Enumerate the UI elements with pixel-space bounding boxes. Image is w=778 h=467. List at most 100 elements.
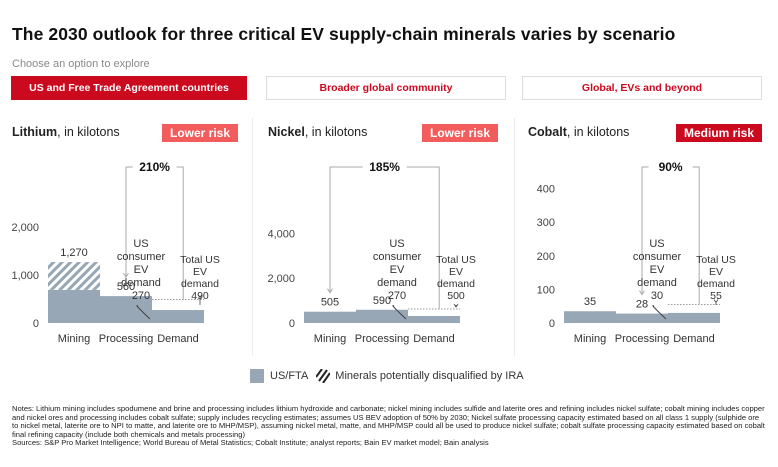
consumer-demand-label: EV	[650, 264, 665, 276]
x-tick-label: Processing	[355, 333, 409, 345]
bar-processing-usfta	[100, 296, 152, 323]
legend-swatch-hatch-icon	[316, 369, 331, 383]
x-tick-label: Mining	[314, 333, 346, 345]
risk-badge: Lower risk	[422, 124, 499, 142]
mineral-name: Nickel	[268, 125, 305, 139]
gap-bracket-right	[406, 166, 440, 309]
total-demand-label: demand	[181, 278, 219, 290]
consumer-demand-label: 30	[651, 290, 663, 302]
x-tick-label: Processing	[99, 333, 153, 345]
total-demand-label: Total US	[696, 254, 736, 266]
bar-mining-usfta	[304, 311, 356, 323]
gap-bracket-left	[125, 166, 133, 277]
gap-percentage-label: 210%	[139, 160, 170, 174]
total-demand-arrow-icon	[453, 303, 459, 308]
data-label: 1,270	[60, 247, 88, 259]
risk-badge: Medium risk	[676, 124, 763, 142]
total-demand-label: 490	[191, 290, 209, 302]
risk-badge: Lower risk	[162, 124, 239, 142]
nickel-panel: Nickel, in kilotons Lower risk 0 2,000 4,0…	[268, 115, 508, 360]
consumer-demand-label: demand	[377, 277, 417, 289]
unit-label: , in kilotons	[304, 125, 368, 139]
legend-label-disqualified: Minerals potentially disqualified by IRA	[335, 370, 524, 382]
y-tick-label: 0	[33, 318, 39, 330]
tab-global-evs-beyond[interactable]: Global, EVs and beyond	[522, 76, 762, 100]
total-demand-label: EV	[449, 266, 463, 278]
gap-arrow-icon	[123, 272, 129, 279]
consumer-demand-label: US	[649, 238, 664, 250]
data-label: 560	[117, 281, 135, 293]
y-tick-label: 100	[537, 284, 555, 296]
unit-label: , in kilotons	[566, 125, 630, 139]
y-tick-label: 2,000	[268, 273, 295, 285]
gap-bracket-right	[176, 166, 184, 300]
mineral-name: Cobalt	[528, 125, 567, 139]
gap-percentage-label: 90%	[659, 160, 683, 174]
legend-swatch-usfta	[250, 369, 264, 383]
lithium-chart: 0 1,000 2,000 1,270 Mining 560 Processing Deman…	[12, 160, 220, 345]
nickel-chart: 0 2,000 4,000 505 Mining 590 Processing Demand 1…	[268, 160, 476, 345]
total-demand-arrow-icon	[713, 299, 719, 305]
cobalt-title: Cobalt, in kilotons	[528, 125, 629, 139]
consumer-demand-label: US	[389, 238, 404, 250]
consumer-demand-label: EV	[390, 264, 405, 276]
consumer-demand-label: demand	[121, 277, 161, 289]
bar-processing-usfta	[356, 309, 408, 323]
y-tick-label: 300	[537, 217, 555, 229]
bar-mining-usfta	[48, 289, 100, 323]
tab-broader-global[interactable]: Broader global community	[266, 76, 506, 100]
unit-label: , in kilotons	[57, 125, 120, 139]
gap-bracket-left	[641, 166, 649, 294]
x-tick-label: Demand	[413, 333, 455, 345]
footnotes: Notes: Lithium mining includes spodumene…	[12, 404, 767, 448]
total-demand-label: demand	[437, 278, 475, 290]
notes-text: Notes: Lithium mining includes spodumene…	[12, 404, 765, 439]
bar-demand-usfta	[668, 312, 720, 323]
consumer-demand-label: 270	[388, 290, 406, 302]
x-tick-label: Mining	[574, 333, 606, 345]
data-label: 590	[373, 295, 391, 307]
tab-us-fta[interactable]: US and Free Trade Agreement countries	[11, 76, 247, 100]
y-tick-label: 2,000	[12, 222, 39, 234]
y-tick-label: 400	[537, 184, 555, 196]
consumer-demand-label: consumer	[633, 251, 682, 263]
consumer-demand-label: EV	[134, 264, 149, 276]
x-tick-label: Demand	[673, 333, 715, 345]
total-demand-label: Total US	[436, 254, 476, 266]
total-demand-label: EV	[709, 266, 723, 278]
sources-text: Sources: S&P Pro Market Intelligence; Wo…	[12, 438, 489, 447]
consumer-demand-arrow-icon	[652, 305, 667, 320]
panel-divider	[252, 118, 253, 356]
total-demand-arrow-icon	[197, 294, 203, 305]
legend-label-usfta: US/FTA	[270, 370, 309, 382]
consumer-demand-label: 270	[132, 290, 150, 302]
bar-demand-usfta	[152, 310, 204, 323]
cobalt-chart: 0 100 200 300 400 35 Mining 28 Processing Demand 9…	[537, 160, 736, 345]
y-tick-label: 200	[537, 251, 555, 263]
page-title: The 2030 outlook for three critical EV s…	[12, 24, 676, 44]
bar-mining-disqualified	[48, 262, 100, 290]
total-demand-label: EV	[193, 266, 207, 278]
gap-arrow-icon	[639, 290, 645, 296]
gap-bracket-right	[692, 166, 700, 305]
mineral-name: Lithium	[12, 125, 58, 139]
data-label: 28	[636, 299, 648, 311]
consumer-demand-label: US	[133, 238, 148, 250]
y-tick-label: 0	[549, 318, 555, 330]
consumer-demand-label: consumer	[373, 251, 422, 263]
data-label: 505	[321, 297, 339, 309]
instruction-text: Choose an option to explore	[12, 58, 150, 70]
consumer-demand-label: demand	[637, 277, 677, 289]
x-tick-label: Mining	[58, 333, 90, 345]
gap-arrow-icon	[327, 288, 333, 294]
total-demand-label: Total US	[180, 254, 220, 266]
y-tick-label: 0	[289, 318, 295, 330]
nickel-title: Nickel, in kilotons	[268, 125, 367, 139]
x-tick-label: Demand	[157, 333, 199, 345]
y-tick-label: 1,000	[12, 270, 39, 282]
gap-percentage-label: 185%	[369, 160, 400, 174]
data-label: 35	[584, 296, 596, 308]
consumer-demand-arrow-icon	[392, 305, 407, 320]
total-demand-label: 55	[710, 290, 722, 302]
consumer-demand-label: consumer	[117, 251, 166, 263]
